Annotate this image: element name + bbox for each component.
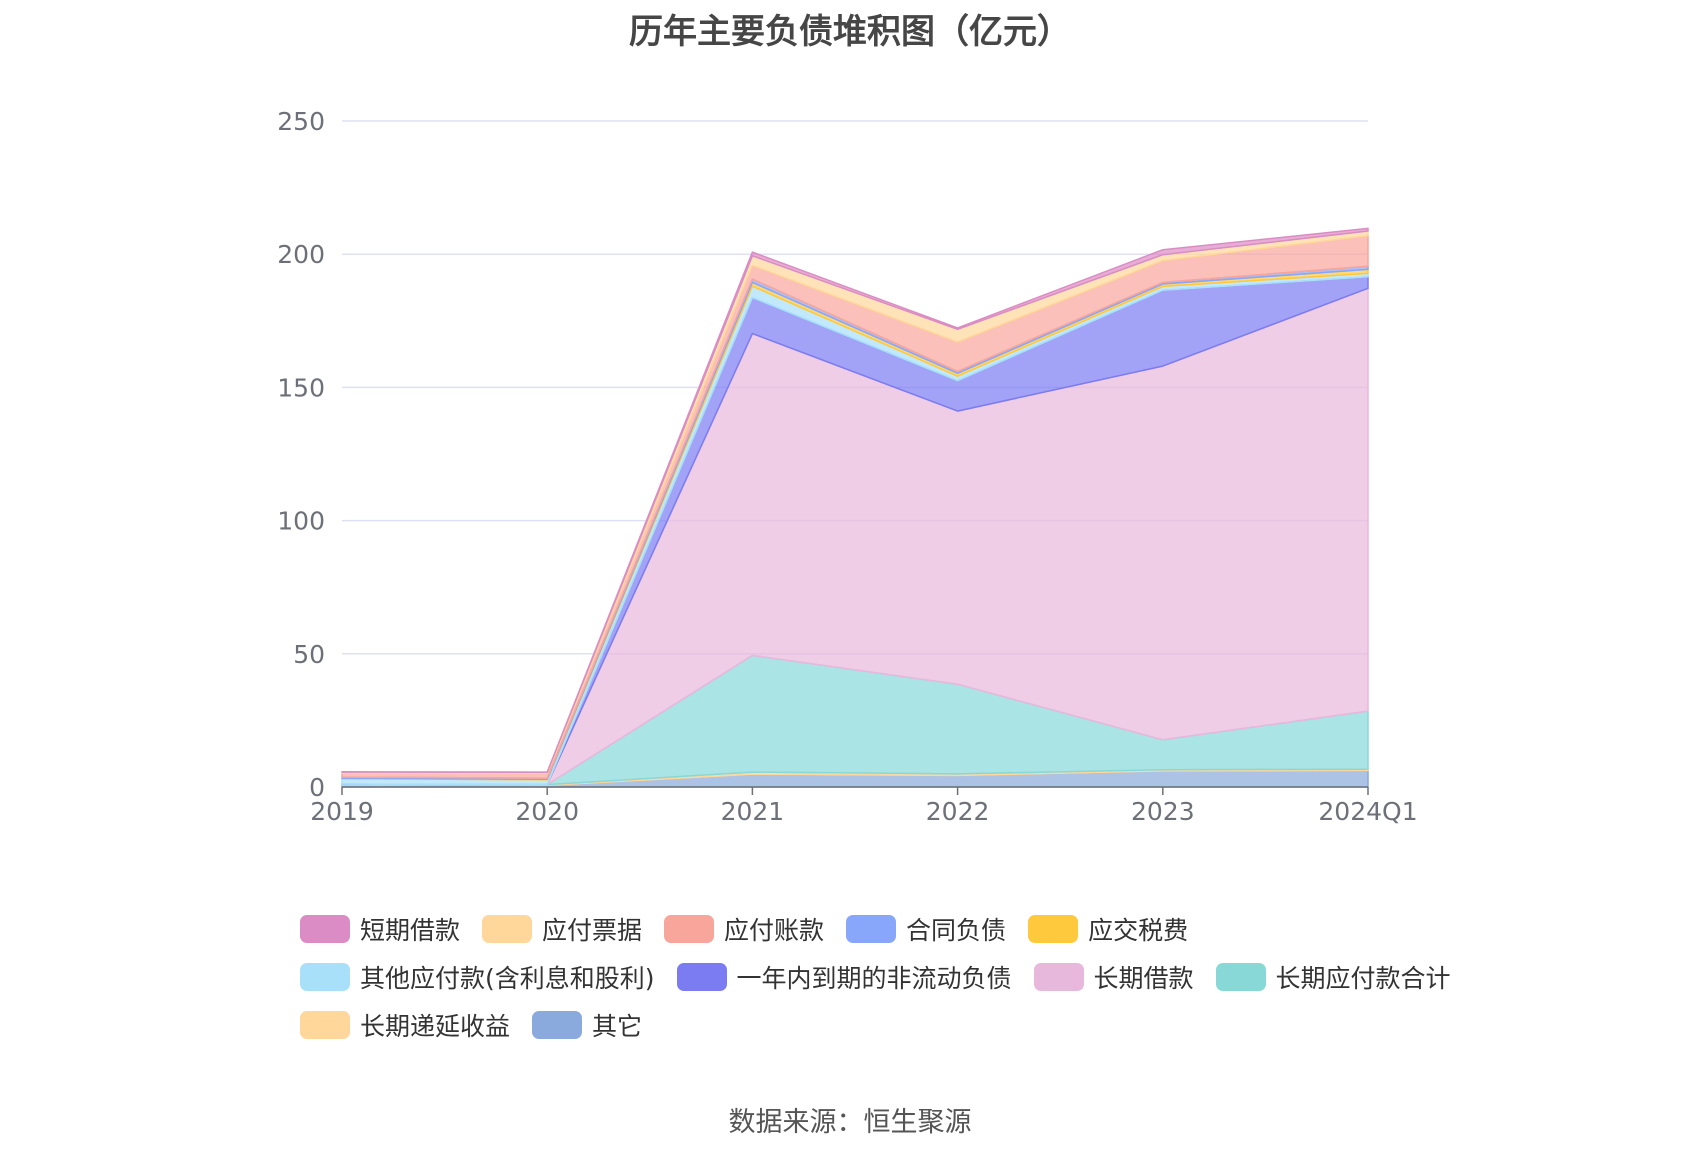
x-tick-label: 2019	[310, 797, 374, 826]
legend-item[interactable]: 应付票据	[482, 905, 642, 953]
legend-label: 其它	[592, 1012, 643, 1041]
legend-label: 其他应付款(含利息和股利)	[360, 964, 655, 993]
x-tick-label: 2023	[1131, 797, 1195, 826]
legend-item[interactable]: 其他应付款(含利息和股利)	[300, 953, 655, 1001]
legend-label: 长期递延收益	[360, 1012, 511, 1041]
source-note: 数据来源：恒生聚源	[728, 1107, 972, 1138]
legend: 短期借款 应付票据 应付账款 合同负债 应交税费其他应付款(含利息和股利) 一年内到期的非…	[300, 905, 1500, 1049]
legend-label: 长期借款	[1093, 964, 1194, 993]
legend-label: 应付账款	[724, 916, 825, 945]
legend-item[interactable]: 其它	[532, 1001, 642, 1049]
y-tick-label: 200	[277, 240, 325, 269]
legend-swatch	[300, 1011, 350, 1039]
legend-item[interactable]: 长期递延收益	[300, 1001, 510, 1049]
legend-swatch	[1028, 915, 1079, 943]
legend-swatch	[532, 1011, 583, 1039]
legend-item[interactable]: 应付账款	[664, 905, 824, 953]
chart-title: 历年主要负债堆积图（亿元）	[629, 12, 1071, 52]
legend-swatch	[300, 915, 350, 943]
legend-item[interactable]: 长期借款	[1033, 953, 1194, 1001]
x-tick-label: 2022	[926, 797, 990, 826]
legend-swatch	[676, 963, 727, 991]
area-series	[341, 227, 1369, 788]
x-tick-label: 2020	[515, 797, 579, 826]
legend-label: 合同负债	[906, 916, 1007, 945]
legend-swatch	[664, 915, 715, 943]
x-tick-label: 2021	[721, 797, 785, 826]
legend-swatch	[1215, 963, 1266, 991]
legend-item[interactable]: 长期应付款合计	[1215, 953, 1451, 1001]
axes: 0 50 100 150 200 250 2019 2020 2021 2022 2023 2024Q…	[277, 107, 1417, 826]
legend-swatch	[1033, 963, 1084, 991]
legend-item[interactable]: 合同负债	[846, 905, 1006, 953]
legend-swatch	[846, 915, 897, 943]
y-tick-label: 150	[277, 373, 325, 402]
legend-label: 长期应付款合计	[1275, 964, 1451, 993]
legend-swatch	[482, 915, 533, 943]
y-tick-label: 100	[277, 507, 325, 536]
area-series-11	[341, 227, 1369, 774]
legend-item[interactable]: 一年内到期的非流动负债	[676, 953, 1012, 1001]
y-tick-label: 50	[293, 640, 325, 669]
y-tick-label: 250	[277, 107, 325, 136]
legend-label: 一年内到期的非流动负债	[736, 964, 1012, 993]
legend-label: 应交税费	[1088, 916, 1189, 945]
legend-label: 短期借款	[360, 916, 461, 945]
legend-item[interactable]: 应交税费	[1028, 905, 1188, 953]
legend-item[interactable]: 短期借款	[300, 905, 460, 953]
y-tick-label: 0	[309, 773, 325, 802]
legend-label: 应付票据	[542, 916, 643, 945]
legend-swatch	[300, 963, 350, 991]
x-tick-label: 2024Q1	[1318, 797, 1417, 826]
legend-items: 短期借款 应付票据 应付账款 合同负债 应交税费其他应付款(含利息和股利) 一年内到期的非…	[300, 905, 1500, 1049]
